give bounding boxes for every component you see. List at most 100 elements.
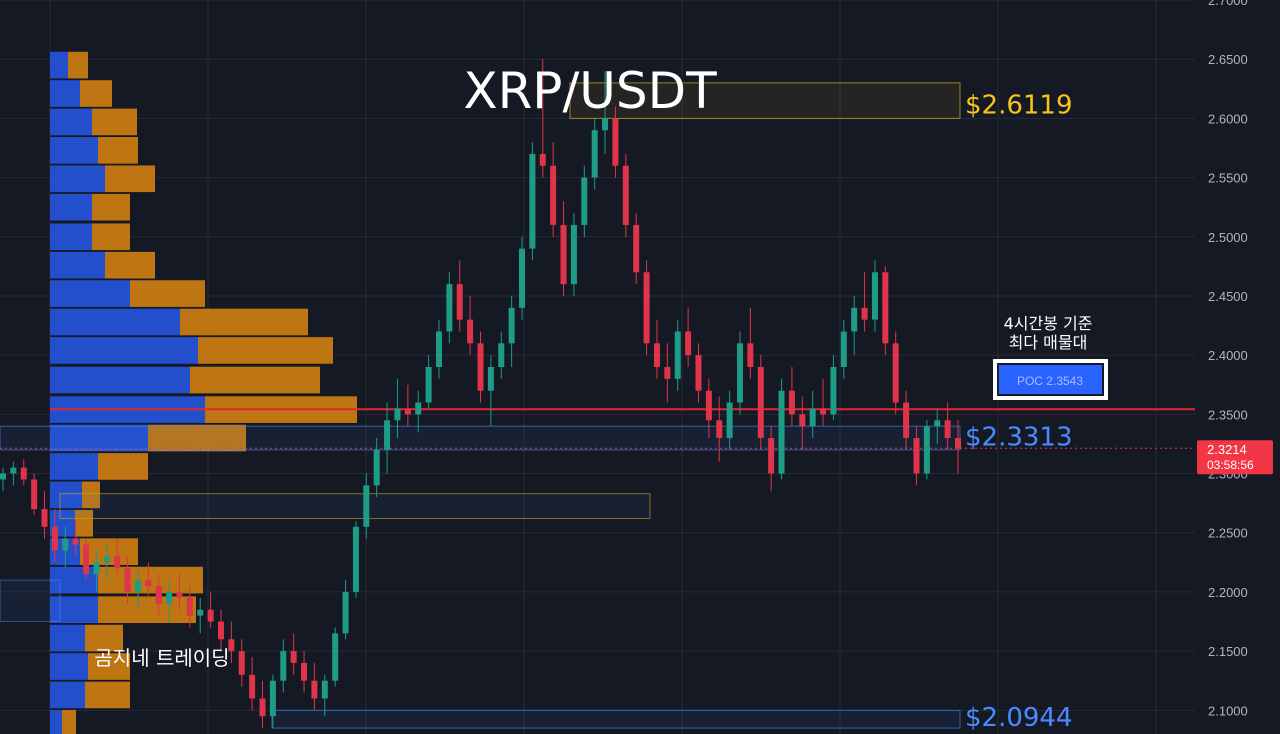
volume-profile-buy-bar — [50, 165, 105, 193]
candle-body — [498, 343, 505, 367]
volume-profile-buy-bar — [50, 710, 62, 734]
volume-profile-buy-bar — [50, 193, 92, 221]
candle-body — [913, 438, 920, 474]
volume-profile-sell-bar — [85, 681, 130, 709]
candle-body — [570, 224, 577, 285]
poc-box-fill — [999, 365, 1102, 394]
y-tick-label: 2.4000 — [1208, 348, 1248, 363]
volume-profile-sell-bar — [88, 653, 130, 680]
level-label-support-low: $2.0944 — [965, 703, 1073, 733]
candle-body — [103, 556, 110, 563]
volume-profile-buy-bar — [50, 137, 98, 164]
candlestick-series — [0, 59, 961, 729]
candle-body — [41, 509, 48, 527]
candle-body — [477, 343, 484, 391]
candle-body — [757, 367, 764, 439]
y-tick-label: 2.6000 — [1208, 111, 1248, 126]
candle-body — [446, 284, 453, 332]
candle-body — [217, 621, 224, 640]
candle-body — [840, 331, 847, 367]
candle-body — [809, 408, 816, 427]
volume-profile-sell-bar — [148, 424, 246, 452]
candle-body — [591, 130, 598, 178]
y-tick-label: 2.2000 — [1208, 585, 1248, 600]
candle-body — [72, 538, 79, 545]
candle-body — [768, 438, 775, 474]
candle-body — [321, 680, 328, 699]
candle-body — [529, 153, 536, 249]
volume-profile-buy-bar — [50, 596, 98, 624]
candle-body — [145, 580, 152, 587]
volume-profile-buy-bar — [50, 366, 190, 394]
candle-body — [394, 408, 401, 421]
candle-body — [882, 272, 889, 344]
last-price-countdown: 03:58:56 — [1207, 458, 1254, 472]
candle-body — [0, 473, 6, 480]
volume-profile-sell-bar — [98, 596, 196, 624]
volume-profile-sell-bar — [82, 481, 100, 509]
zone-support-mid — [0, 425, 961, 451]
volume-profile-buy-bar — [50, 108, 92, 136]
volume-profile-sell-bar — [190, 366, 320, 394]
volume-profile-buy-bar — [50, 80, 80, 107]
volume-profile-sell-bar — [98, 453, 148, 480]
candle-body — [166, 591, 173, 604]
candle-body — [674, 331, 681, 379]
candle-body — [830, 367, 837, 415]
candle-body — [238, 651, 245, 675]
candle-body — [851, 307, 858, 332]
volume-profile-sell-bar — [80, 80, 112, 107]
candle-body — [861, 307, 868, 320]
candle-body — [871, 272, 878, 320]
candle-body — [197, 609, 204, 616]
volume-profile-buy-bar — [50, 453, 98, 480]
candle-body — [435, 331, 442, 367]
candle-body — [955, 438, 961, 449]
candle-body — [788, 390, 795, 415]
level-label-resistance: $2.6119 — [965, 90, 1073, 120]
candle-body — [799, 414, 806, 427]
candle-body — [373, 449, 380, 486]
candle-body — [207, 609, 214, 622]
candle-body — [934, 420, 941, 427]
candle-body — [269, 680, 276, 717]
volume-profile-sell-bar — [75, 509, 93, 537]
volume-profile-buy-bar — [50, 280, 130, 307]
volume-profile-sell-bar — [98, 566, 203, 594]
y-tick-label: 2.4500 — [1208, 289, 1248, 304]
candle-body — [404, 408, 411, 415]
candle-body — [820, 408, 827, 415]
candle-body — [10, 467, 17, 474]
price-levels: $2.6119 $2.3313 $2.0944 — [0, 82, 1195, 733]
candle-body — [695, 355, 702, 391]
volume-profile-buy-bar — [50, 251, 105, 279]
candle-body — [134, 580, 141, 592]
candle-body — [155, 586, 162, 604]
candle-body — [93, 562, 100, 575]
candle-body — [716, 420, 723, 439]
price-axis: 2.10002.15002.20002.25002.30002.35002.40… — [1197, 0, 1273, 718]
volume-profile-sell-bar — [62, 710, 76, 734]
volume-profile-sell-bar — [92, 223, 130, 251]
candle-body — [342, 591, 349, 634]
candle-body — [456, 284, 463, 320]
poc-annotation: 4시간봉 기준 최다 매물대 POC 2.3543 — [993, 314, 1108, 400]
volume-profile-sell-bar — [92, 108, 137, 136]
candle-body — [384, 420, 391, 450]
candle-body — [612, 118, 619, 166]
candle-body — [653, 343, 660, 367]
poc-note-line2: 최다 매물대 — [1009, 333, 1088, 352]
candle-body — [31, 479, 38, 510]
candle-body — [737, 343, 744, 403]
candle-body — [280, 651, 287, 681]
candle-body — [20, 467, 27, 480]
candle-body — [747, 343, 754, 367]
candle-body — [301, 662, 308, 681]
volume-profile-buy-bar — [50, 653, 88, 680]
candle-body — [83, 544, 90, 575]
volume-profile-sell-bar — [98, 137, 138, 164]
volume-profile-buy-bar — [50, 481, 82, 509]
candle-body — [705, 390, 712, 421]
candle-body — [228, 639, 235, 652]
candle-body — [560, 224, 567, 285]
